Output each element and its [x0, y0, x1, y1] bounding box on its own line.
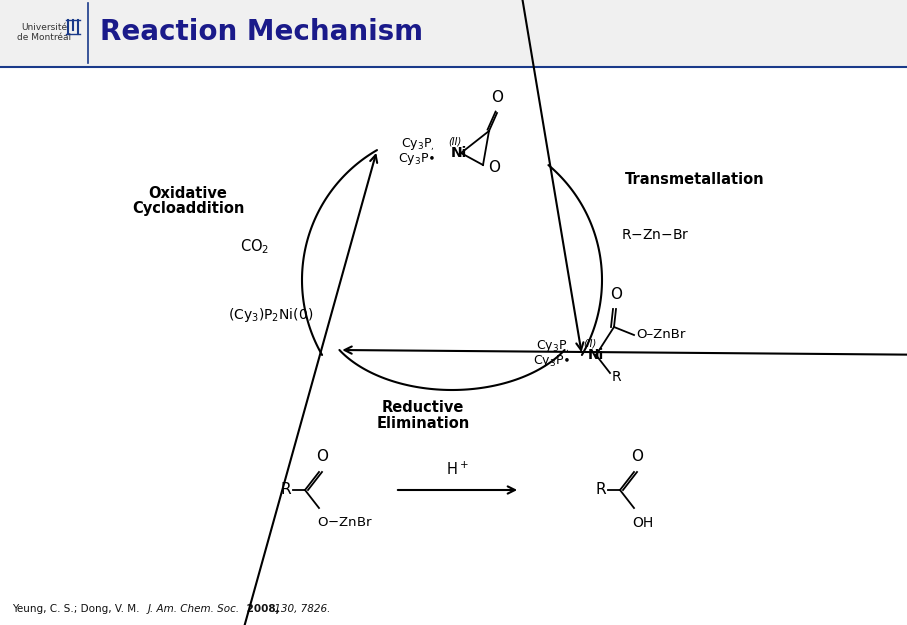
Text: R: R [280, 482, 291, 498]
Text: 130, 7826.: 130, 7826. [271, 604, 330, 614]
Text: O$-$ZnBr: O$-$ZnBr [317, 516, 373, 529]
Text: OH: OH [632, 516, 653, 530]
Text: (II): (II) [583, 338, 596, 348]
Bar [0, 0, 907, 67]
Text: Université: Université [21, 24, 67, 32]
Text: O: O [610, 287, 622, 302]
Text: O: O [488, 161, 500, 176]
Text: 2008,: 2008, [243, 604, 279, 614]
Text: H$^+$: H$^+$ [446, 461, 469, 478]
Text: Cy$_3$P$\bullet$: Cy$_3$P$\bullet$ [532, 353, 570, 369]
Text: (Cy$_3$)P$_2$Ni(0): (Cy$_3$)P$_2$Ni(0) [228, 306, 313, 324]
Text: Transmetallation: Transmetallation [625, 173, 765, 188]
Text: Oxidative: Oxidative [149, 186, 228, 201]
Text: R: R [595, 482, 606, 498]
Text: Reaction Mechanism: Reaction Mechanism [100, 18, 424, 46]
Text: J. Am. Chem. Soc.: J. Am. Chem. Soc. [148, 604, 240, 614]
Text: Ni: Ni [588, 348, 604, 362]
Text: de Montréal: de Montréal [17, 34, 71, 42]
Text: Cy$_3$P$_{,}$: Cy$_3$P$_{,}$ [401, 137, 435, 153]
Text: Yeung, C. S.; Dong, V. M.: Yeung, C. S.; Dong, V. M. [12, 604, 142, 614]
Text: O: O [631, 449, 643, 464]
Text: Cy$_3$P$_{,}$: Cy$_3$P$_{,}$ [536, 339, 570, 355]
Text: O–ZnBr: O–ZnBr [636, 329, 686, 341]
Text: (II): (II) [448, 136, 462, 146]
Text: Cycloaddition: Cycloaddition [132, 201, 244, 216]
Text: Ni: Ni [451, 146, 467, 160]
Text: Cy$_3$P$\bullet$: Cy$_3$P$\bullet$ [397, 151, 435, 167]
Text: O: O [316, 449, 328, 464]
Text: O: O [491, 90, 503, 105]
Text: R: R [612, 370, 621, 384]
Text: Elimination: Elimination [376, 416, 470, 431]
Text: R$-$Zn$-$Br: R$-$Zn$-$Br [620, 228, 689, 242]
Text: Reductive: Reductive [382, 399, 464, 414]
Text: CO$_2$: CO$_2$ [240, 238, 269, 256]
